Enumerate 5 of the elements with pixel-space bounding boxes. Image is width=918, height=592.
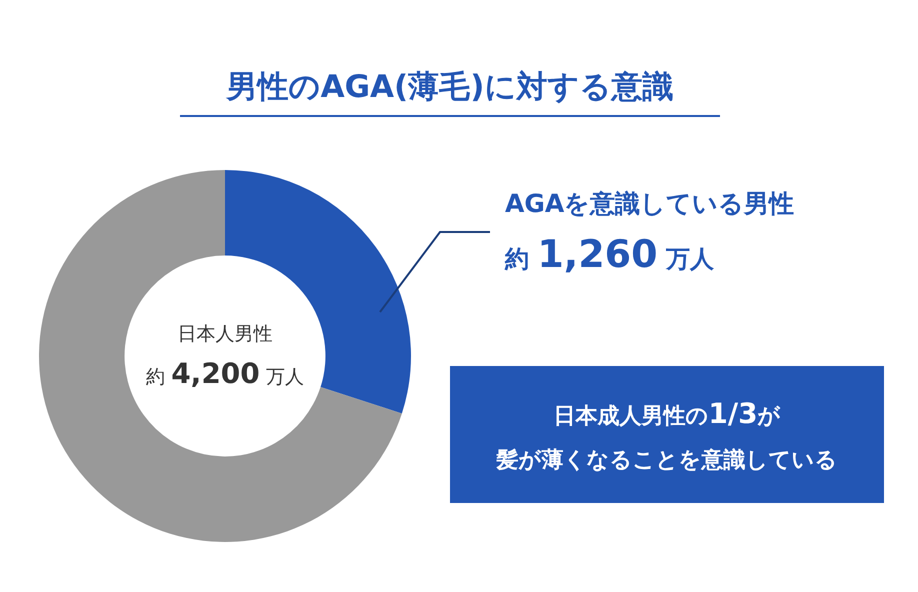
annotation: 日本人男性	[178, 323, 272, 345]
annotation: 約 4,200 万人	[146, 357, 304, 390]
annotation: 日本成人男性の1/3が	[553, 397, 781, 430]
annotation: 髪が薄くなることを意識している	[496, 448, 838, 473]
title: 男性のAGA(薄毛)に対する意識	[226, 69, 674, 105]
